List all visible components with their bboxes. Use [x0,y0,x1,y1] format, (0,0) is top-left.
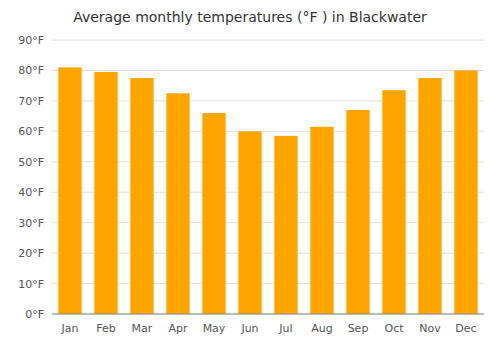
bar [166,93,189,314]
x-tick-label: Jul [278,322,292,335]
x-tick-label: Dec [455,322,476,335]
y-tick-label: 20°F [18,247,44,260]
x-tick-label: Nov [419,322,441,335]
bar [274,136,297,314]
y-tick-label: 70°F [18,95,44,108]
x-tick-label: Oct [384,322,404,335]
y-tick-label: 10°F [18,278,44,291]
y-tick-label: 90°F [18,34,44,47]
x-tick-label: Sep [348,322,369,335]
x-tick-label: Jan [61,322,79,335]
grid-line [52,40,484,41]
chart-container: Average monthly temperatures (°F ) in Bl… [0,0,500,350]
y-tick-label: 50°F [18,156,44,169]
bar [58,67,81,314]
bar [382,90,405,314]
y-tick-label: 60°F [18,125,44,138]
bar [238,131,261,314]
bar [130,78,153,314]
bars [58,67,477,314]
x-tick-label: Apr [168,322,188,335]
chart-title: Average monthly temperatures (°F ) in Bl… [73,9,427,25]
x-axis-line [52,314,484,315]
chart-svg: Average monthly temperatures (°F ) in Bl… [0,0,500,350]
bar [202,113,225,314]
bar [418,78,441,314]
grid-line [52,70,484,71]
bar [310,127,333,314]
y-tick-label: 80°F [18,64,44,77]
x-tick-label: May [203,322,226,335]
bar [454,70,477,314]
x-tick-label: Feb [96,322,115,335]
bar [346,110,369,314]
y-tick-label: 0°F [25,308,44,321]
bar [94,72,117,314]
x-tick-label: Aug [311,322,332,335]
grid-line [52,314,484,315]
x-tick-label: Jun [240,322,258,335]
x-tick-label: Mar [132,322,153,335]
y-tick-label: 40°F [18,186,44,199]
y-tick-label: 30°F [18,217,44,230]
y-grid [52,40,484,314]
